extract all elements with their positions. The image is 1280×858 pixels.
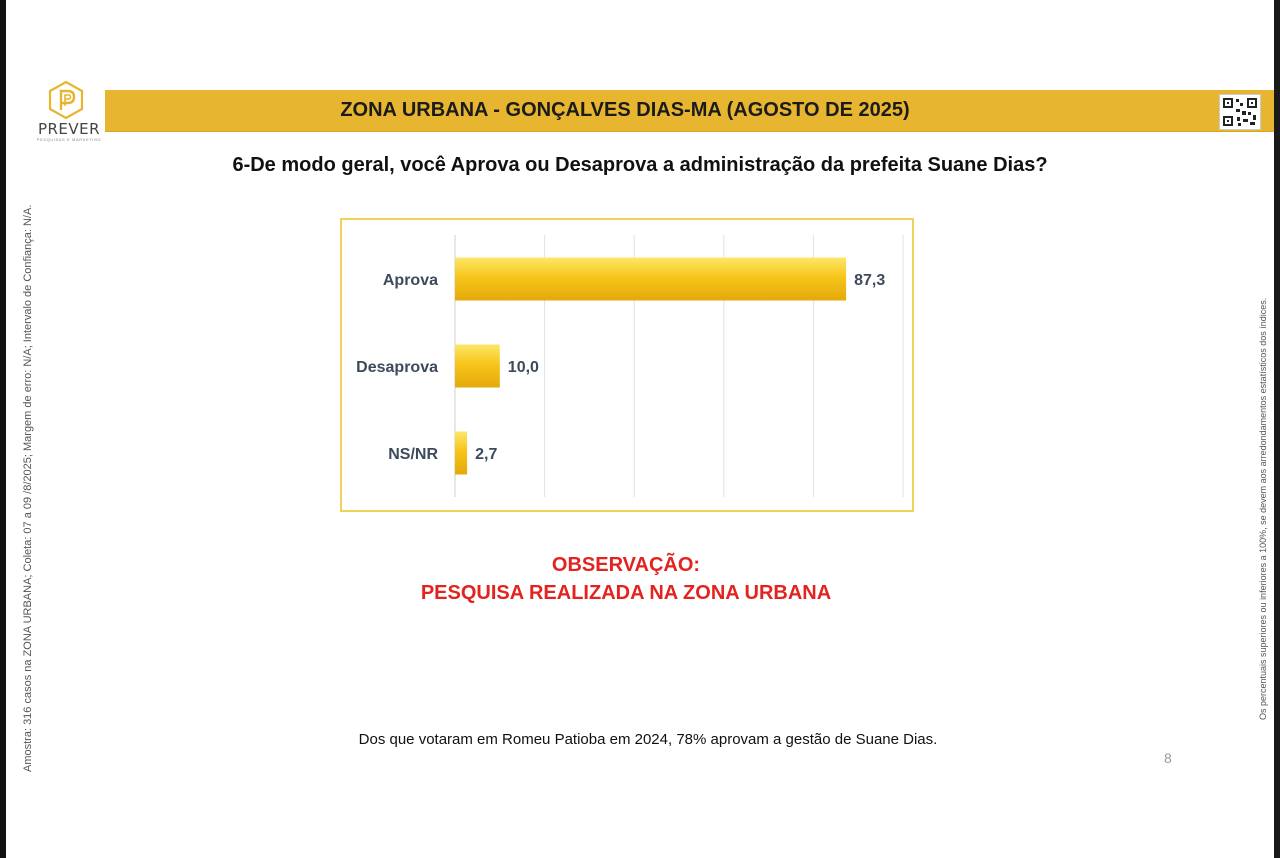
- qr-code-icon: [1219, 94, 1261, 130]
- chart-frame: Aprova 87,3 Desaprova 10,0 NS/NR 2,7: [340, 218, 914, 512]
- footnote: Dos que votaram em Romeu Patioba em 2024…: [358, 731, 938, 748]
- observation-title: OBSERVAÇÃO:: [551, 554, 701, 576]
- category-label: Aprova: [383, 272, 438, 289]
- brand-subtitle: PESQUISAS E MARKETING: [36, 137, 102, 142]
- rounding-note-text: Os percentuais superiores ou inferiores …: [1258, 297, 1268, 720]
- prever-logo: PREVER PESQUISAS E MARKETING: [30, 80, 102, 142]
- page-number: 8: [1164, 750, 1172, 766]
- observation-text: PESQUISA REALIZADA NA ZONA URBANA: [420, 582, 832, 604]
- screen-edge: [1274, 0, 1280, 858]
- value-label: 87,3: [854, 272, 885, 289]
- category-label: Desaprova: [356, 359, 438, 376]
- bar-aprova: [455, 257, 847, 301]
- prever-logo-icon: [48, 80, 84, 120]
- value-label: 10,0: [508, 359, 539, 376]
- approval-bar-chart: Aprova 87,3 Desaprova 10,0 NS/NR 2,7: [356, 235, 904, 497]
- header-bar: ZONA URBANA - GONÇALVES DIAS-MA (AGOSTO …: [105, 90, 1274, 132]
- sample-info-text: Amostra: 316 casos na ZONA URBANA; Colet…: [22, 204, 34, 772]
- value-label: 2,7: [475, 446, 497, 463]
- question-text: 6-De modo geral, você Aprova ou Desaprov…: [232, 154, 1048, 176]
- slide: PREVER PESQUISAS E MARKETING ZONA URBANA…: [6, 0, 1274, 858]
- header-title: ZONA URBANA - GONÇALVES DIAS-MA (AGOSTO …: [340, 99, 910, 121]
- brand-name: PREVER: [37, 120, 101, 138]
- bar-desaprova: [455, 344, 500, 388]
- observation: OBSERVAÇÃO: PESQUISA REALIZADA NA ZONA U…: [326, 551, 926, 607]
- category-label: NS/NR: [388, 446, 438, 463]
- bar-ns-nr: [455, 431, 468, 475]
- sample-info: Amostra: 316 casos na ZONA URBANA; Colet…: [22, 160, 36, 780]
- rounding-note: Os percentuais superiores ou inferiores …: [1258, 232, 1272, 722]
